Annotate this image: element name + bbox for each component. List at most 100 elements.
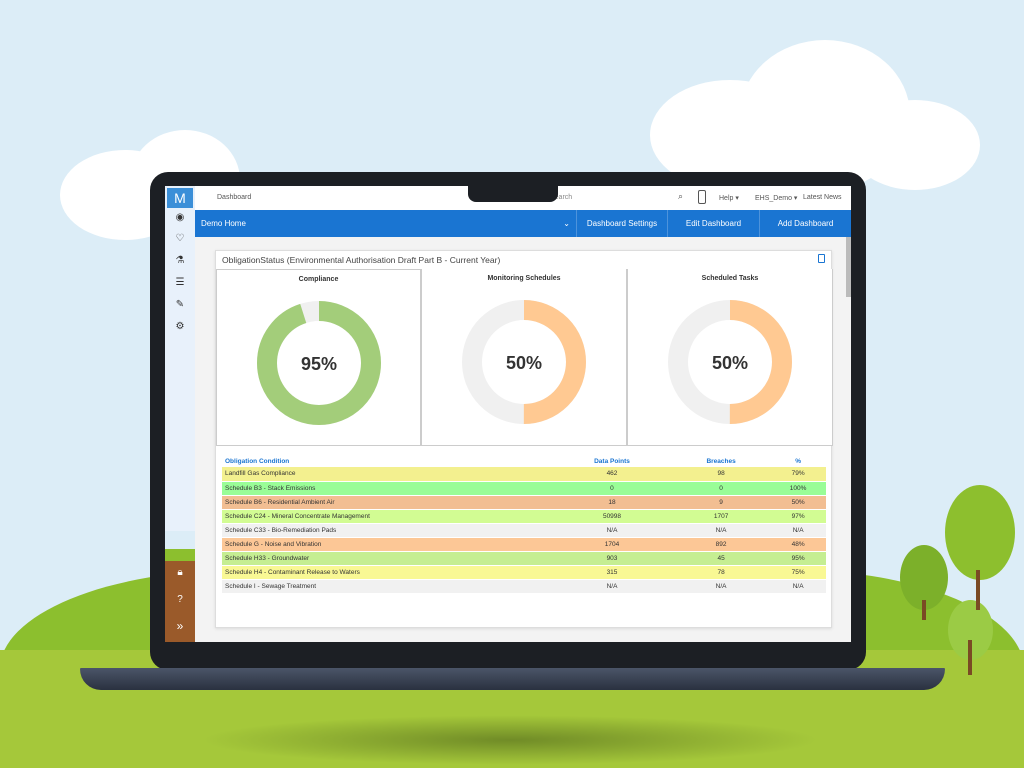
table-cell: 45 bbox=[671, 551, 771, 567]
table-cell: 97% bbox=[770, 509, 826, 524]
dashboard-bar: Demo Home ⌄ Dashboard Settings Edit Dashb… bbox=[195, 210, 851, 237]
column-header[interactable]: Breaches bbox=[671, 455, 771, 467]
help-menu[interactable]: Help ▾ bbox=[719, 195, 739, 202]
lab-icon[interactable]: ⚗ bbox=[175, 255, 185, 266]
tree-trunk bbox=[976, 570, 980, 610]
table-row[interactable]: Schedule C33 - Bio-Remediation Pads N/A N/… bbox=[222, 523, 826, 538]
table-row[interactable]: Schedule I - Sewage Treatment N/A N/A N/A bbox=[222, 579, 826, 595]
mobile-icon[interactable] bbox=[698, 190, 706, 204]
donut-title: Monitoring Schedules bbox=[487, 275, 561, 282]
table-row[interactable]: Schedule C24 - Mineral Concentrate Manag… bbox=[222, 509, 826, 524]
donut-label: 95% bbox=[300, 354, 336, 374]
table-cell: Schedule B3 - Stack Emissions bbox=[222, 481, 552, 496]
table-cell: 18 bbox=[552, 495, 672, 510]
table-cell: N/A bbox=[770, 523, 826, 538]
table-cell: Schedule C33 - Bio-Remediation Pads bbox=[222, 523, 552, 538]
table-row[interactable]: Schedule G - Noise and Vibration 1704 892 4… bbox=[222, 537, 826, 553]
obligation-status-panel: ObligationStatus (Environmental Authoris… bbox=[215, 250, 833, 628]
donut-value-arc bbox=[668, 300, 792, 424]
donut-label: 50% bbox=[712, 353, 748, 373]
tree-trunk bbox=[968, 640, 972, 675]
obligation-table: Obligation Condition Data Points Breaches%… bbox=[222, 455, 826, 595]
table-cell: Schedule G - Noise and Vibration bbox=[222, 537, 552, 553]
dashboard-settings-button[interactable]: Dashboard Settings bbox=[577, 210, 668, 237]
table-row[interactable]: Schedule B3 - Stack Emissions 0 0 100% bbox=[222, 481, 826, 496]
table-cell: 98 bbox=[671, 467, 771, 482]
dashboard-select[interactable]: Demo Home ⌄ bbox=[195, 210, 577, 237]
export-icon[interactable] bbox=[818, 254, 825, 263]
lock-icon[interactable]: 🔒︎ bbox=[177, 567, 183, 578]
table-cell: 892 bbox=[671, 537, 771, 553]
expand-icon[interactable]: » bbox=[176, 619, 184, 633]
donut-value-arc bbox=[462, 300, 586, 424]
logo: M bbox=[167, 188, 193, 208]
table-cell: N/A bbox=[552, 523, 672, 538]
table-cell: Schedule H4 - Contaminant Release to Wat… bbox=[222, 565, 552, 581]
tree-trunk bbox=[922, 600, 926, 620]
table-cell: 315 bbox=[552, 565, 672, 581]
donut-chart: 95% bbox=[256, 301, 381, 425]
table-cell: Schedule C24 - Mineral Concentrate Manag… bbox=[222, 509, 552, 524]
sidebar: M ◉ ♡ ⚗ ☰ ✎ ⚙ 🔒︎ ? » bbox=[165, 186, 195, 642]
table-cell: 100% bbox=[770, 481, 826, 496]
table-cell: 48% bbox=[770, 537, 826, 553]
column-header[interactable]: Obligation Condition bbox=[222, 455, 552, 467]
add-dashboard-button[interactable]: Add Dashboard bbox=[777, 219, 834, 228]
sidebar-footer bbox=[165, 561, 195, 642]
table-row[interactable]: Schedule H4 - Contaminant Release to Wat… bbox=[222, 565, 826, 581]
donut-chart: 50% bbox=[462, 300, 586, 424]
help-icon[interactable]: ? bbox=[177, 594, 183, 605]
table-cell: 903 bbox=[552, 551, 672, 567]
table-row[interactable]: Schedule B6 - Residential Ambient Air 18 9… bbox=[222, 495, 826, 510]
table-cell: 79% bbox=[770, 467, 826, 482]
donut-title: Compliance bbox=[298, 276, 339, 283]
table-cell: 9 bbox=[671, 495, 771, 510]
table-cell: 78 bbox=[671, 565, 771, 581]
search-icon[interactable]: ⌕ bbox=[678, 191, 684, 201]
sidebar-landscape bbox=[165, 531, 195, 561]
column-header[interactable]: Data Points bbox=[552, 455, 672, 467]
table-row[interactable]: Schedule H33 - Groundwater 903 45 95% bbox=[222, 551, 826, 567]
donut-chart: 50% bbox=[668, 300, 792, 424]
tree bbox=[900, 545, 948, 610]
screen: M ◉ ♡ ⚗ ☰ ✎ ⚙ 🔒︎ ? » Dashboard Search ⌕ … bbox=[165, 186, 851, 642]
table-cell: 75% bbox=[770, 565, 826, 581]
dashboard-icon[interactable]: ◉ bbox=[175, 212, 185, 223]
table-cell: Schedule B6 - Residential Ambient Air bbox=[222, 495, 552, 510]
edit-icon[interactable]: ✎ bbox=[175, 299, 185, 310]
table-cell: N/A bbox=[671, 523, 771, 538]
table-cell: 0 bbox=[552, 481, 672, 496]
panel-title: ObligationStatus (Environmental Authoris… bbox=[222, 255, 501, 265]
table-cell: N/A bbox=[552, 579, 672, 595]
chevron-down-icon: ⌄ bbox=[563, 219, 570, 228]
breadcrumb: Dashboard bbox=[217, 194, 252, 201]
table-cell: Landfill Gas Compliance bbox=[222, 467, 552, 482]
edit-dashboard-button[interactable]: Edit Dashboard bbox=[668, 210, 760, 237]
column-header[interactable]: % bbox=[770, 455, 826, 467]
donut-label: 50% bbox=[506, 353, 542, 373]
table-cell: 95% bbox=[770, 551, 826, 567]
heart-icon[interactable]: ♡ bbox=[175, 233, 185, 244]
camera-notch bbox=[468, 180, 558, 202]
user-menu[interactable]: EHS_Demo ▾ bbox=[755, 195, 798, 202]
table-cell: 50% bbox=[770, 495, 826, 510]
donut-value-arc bbox=[256, 301, 381, 425]
scrollbar[interactable] bbox=[846, 237, 851, 297]
donut-card: Scheduled Tasks 50% bbox=[627, 269, 833, 446]
laptop-base bbox=[80, 668, 945, 690]
cloud bbox=[850, 100, 980, 190]
list-icon[interactable]: ☰ bbox=[175, 277, 185, 288]
table-cell: N/A bbox=[770, 579, 826, 595]
table-cell: 462 bbox=[552, 467, 672, 482]
table-row[interactable]: Landfill Gas Compliance 462 98 79% bbox=[222, 467, 826, 482]
table-cell: 1707 bbox=[671, 509, 771, 524]
table-cell: N/A bbox=[671, 579, 771, 595]
table-cell: 50998 bbox=[552, 509, 672, 524]
search-input[interactable]: Search bbox=[550, 194, 573, 201]
donut-title: Scheduled Tasks bbox=[701, 275, 759, 282]
settings-icon[interactable]: ⚙ bbox=[175, 321, 185, 332]
donut-card: Monitoring Schedules 50% bbox=[421, 269, 627, 446]
latest-news-link[interactable]: Latest News bbox=[803, 194, 842, 201]
shadow bbox=[200, 715, 820, 765]
dashboard-name: Demo Home bbox=[201, 219, 246, 228]
